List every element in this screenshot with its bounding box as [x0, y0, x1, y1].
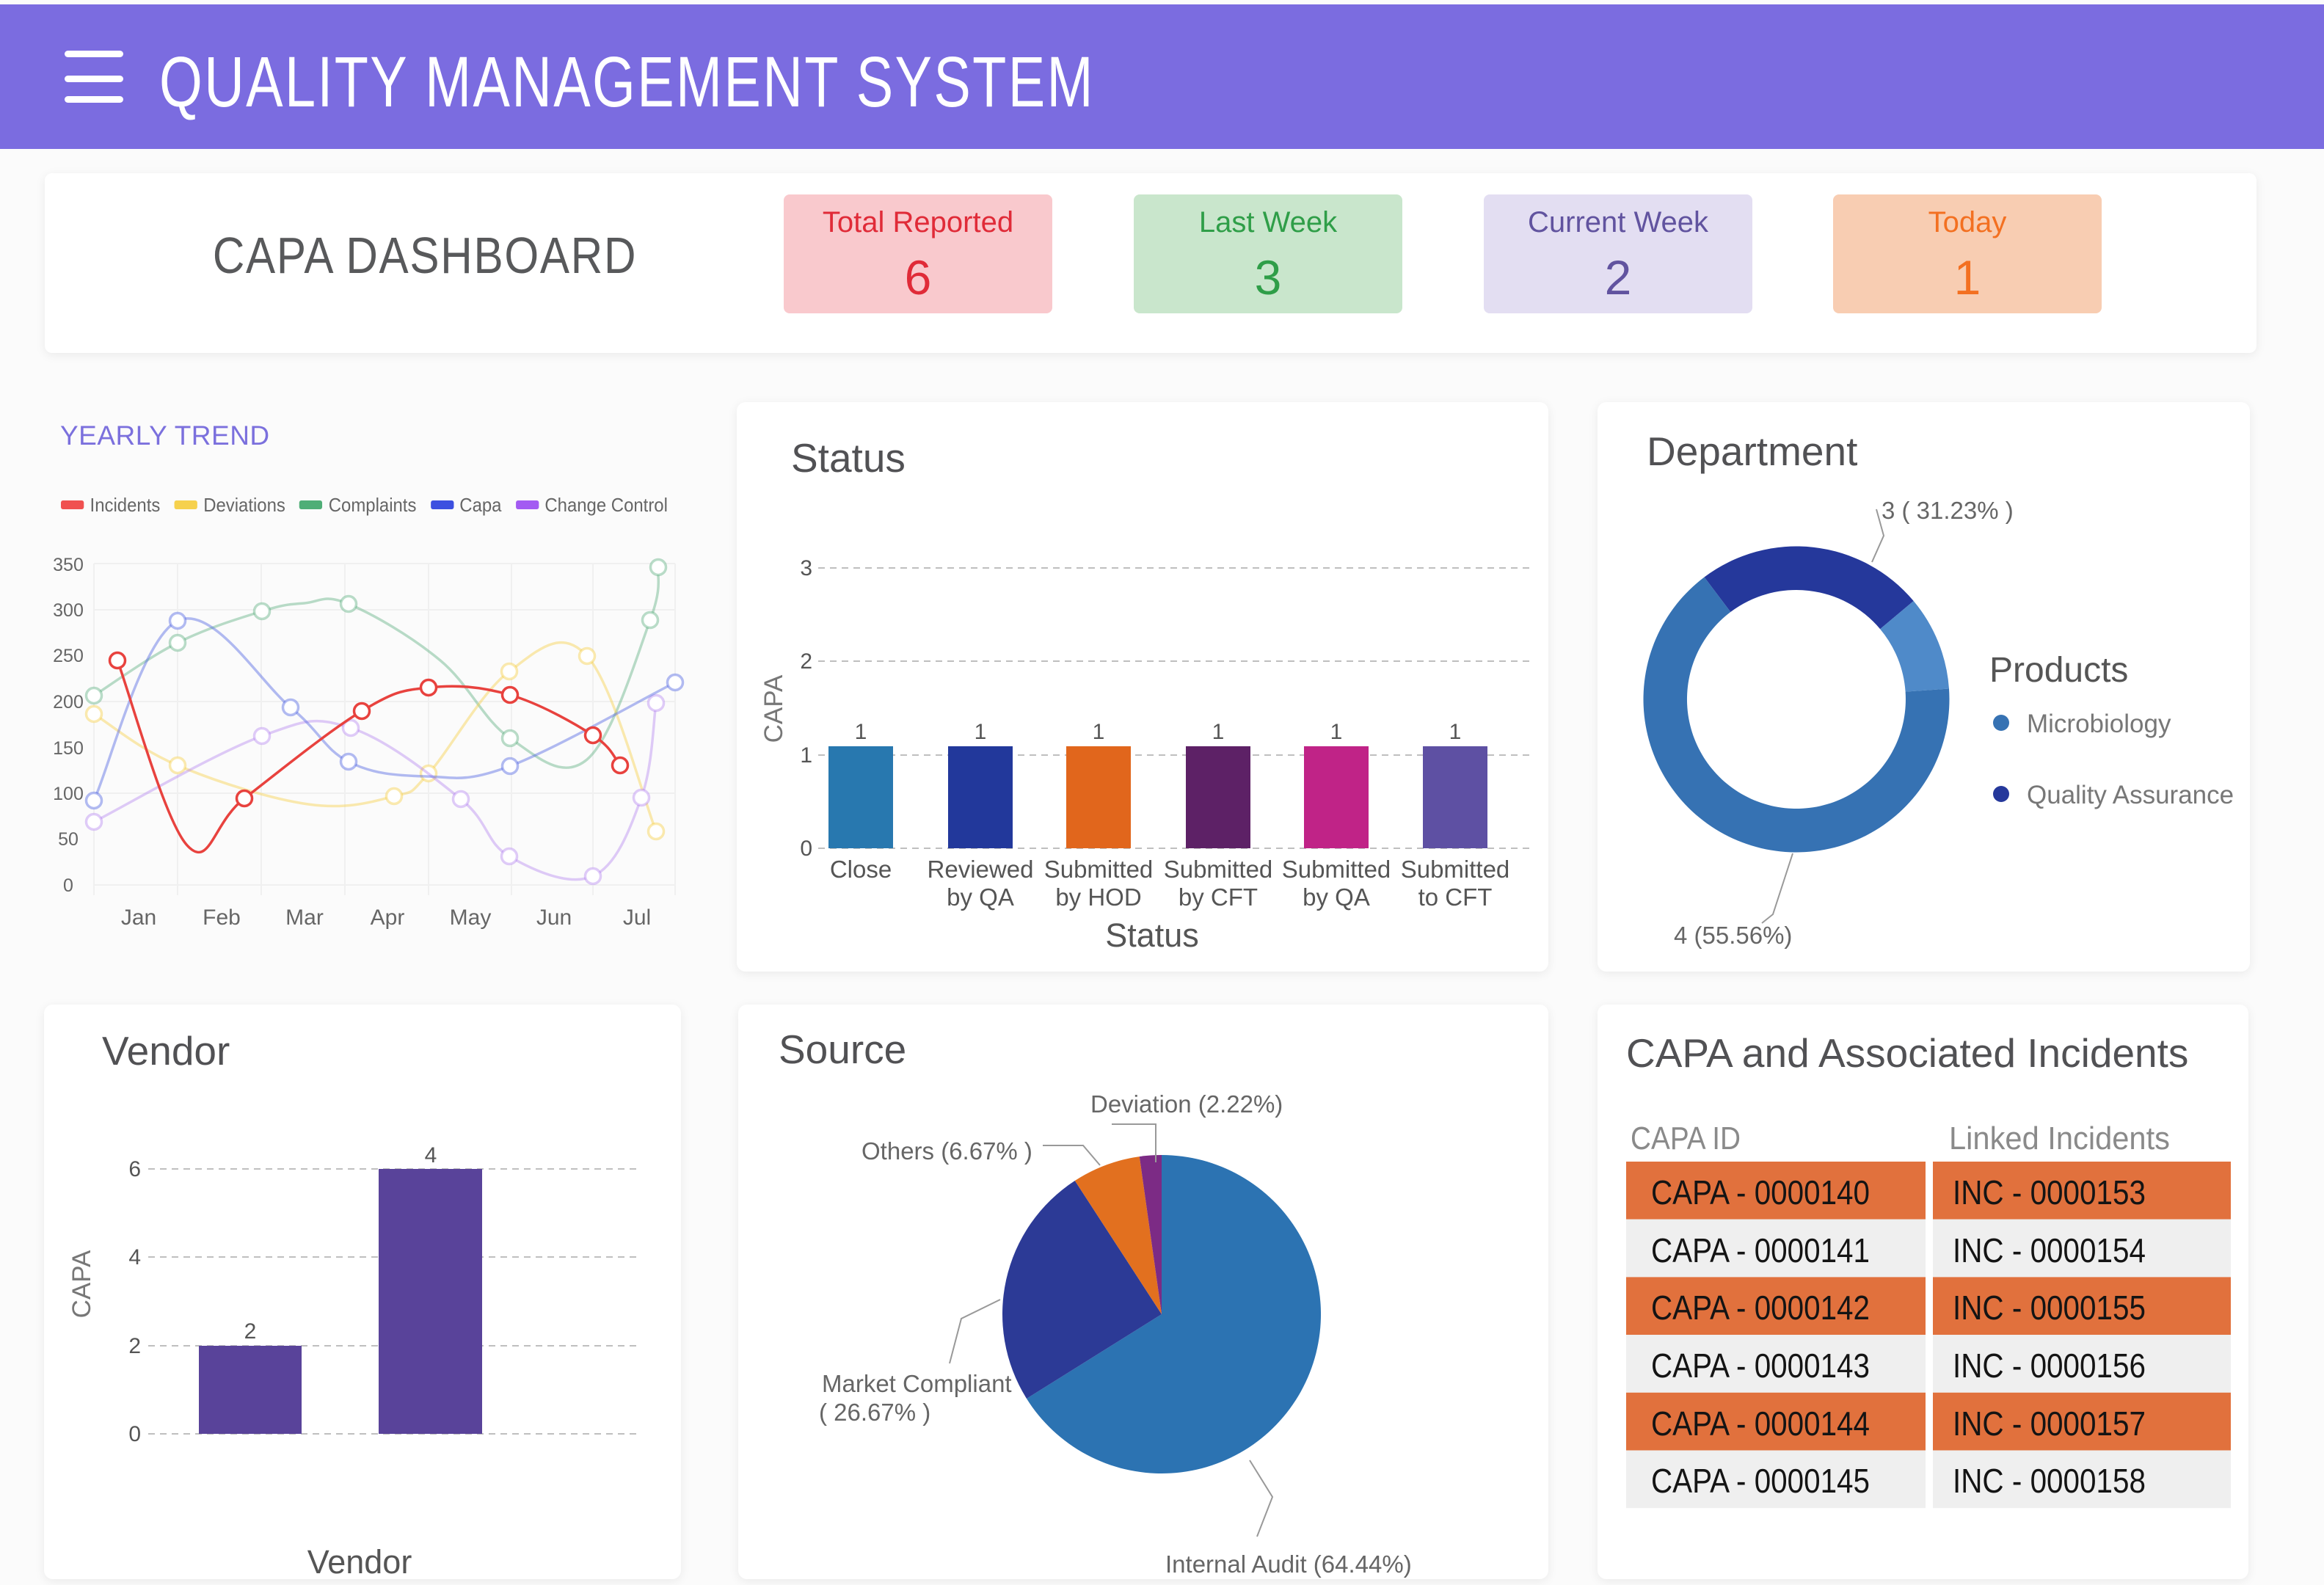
- svg-text:250: 250: [53, 646, 84, 666]
- svg-text:3: 3: [800, 556, 812, 580]
- svg-text:INC - 0000154: INC - 0000154: [1953, 1231, 2146, 1269]
- svg-text:150: 150: [53, 738, 84, 759]
- svg-text:INC - 0000157: INC - 0000157: [1953, 1404, 2146, 1443]
- svg-text:Reviewed: Reviewed: [928, 856, 1034, 883]
- svg-text:0: 0: [128, 1422, 141, 1446]
- svg-text:Submitted: Submitted: [1282, 856, 1391, 883]
- svg-text:1: 1: [1093, 720, 1105, 744]
- svg-text:300: 300: [53, 600, 84, 621]
- svg-text:Submitted: Submitted: [1401, 856, 1510, 883]
- svg-text:Status: Status: [1105, 917, 1199, 954]
- svg-text:0: 0: [800, 837, 812, 861]
- svg-text:Jun: Jun: [536, 906, 572, 930]
- svg-text:200: 200: [53, 692, 84, 713]
- svg-text:Products: Products: [1989, 651, 2128, 690]
- svg-text:2: 2: [244, 1319, 257, 1344]
- svg-text:to CFT: to CFT: [1418, 883, 1493, 911]
- svg-text:INC - 0000153: INC - 0000153: [1953, 1173, 2146, 1211]
- svg-text:Mar: Mar: [285, 906, 324, 930]
- svg-text:1: 1: [855, 720, 867, 744]
- svg-text:Submitted: Submitted: [1164, 856, 1273, 883]
- svg-text:1: 1: [975, 720, 987, 744]
- svg-text:Apr: Apr: [371, 906, 405, 930]
- svg-text:1: 1: [1449, 720, 1462, 744]
- svg-text:Others (6.67% ): Others (6.67% ): [862, 1137, 1032, 1165]
- svg-text:CAPA - 0000140: CAPA - 0000140: [1651, 1173, 1870, 1211]
- svg-text:Feb: Feb: [203, 906, 241, 930]
- svg-text:4: 4: [128, 1245, 141, 1269]
- svg-text:1: 1: [800, 743, 812, 768]
- svg-text:100: 100: [53, 784, 84, 804]
- svg-text:350: 350: [53, 555, 84, 575]
- svg-text:Linked Incidents: Linked Incidents: [1949, 1121, 2170, 1156]
- svg-text:Internal Audit (64.44%): Internal Audit (64.44%): [1165, 1551, 1412, 1578]
- svg-text:INC - 0000156: INC - 0000156: [1953, 1347, 2146, 1385]
- svg-text:Vendor: Vendor: [307, 1543, 412, 1581]
- svg-text:50: 50: [58, 829, 79, 850]
- svg-text:4: 4: [425, 1143, 437, 1167]
- svg-text:CAPA ID: CAPA ID: [1631, 1121, 1741, 1156]
- svg-text:by CFT: by CFT: [1179, 883, 1258, 911]
- svg-text:Quality Assurance: Quality Assurance: [2027, 781, 2234, 809]
- svg-text:by QA: by QA: [1303, 883, 1370, 911]
- svg-text:Submitted: Submitted: [1044, 856, 1154, 883]
- svg-text:Deviation (2.22%): Deviation (2.22%): [1090, 1090, 1283, 1118]
- svg-text:by QA: by QA: [947, 883, 1014, 911]
- svg-text:3 ( 31.23% ): 3 ( 31.23% ): [1882, 497, 2014, 524]
- svg-text:INC - 0000155: INC - 0000155: [1953, 1289, 2146, 1327]
- svg-text:CAPA - 0000144: CAPA - 0000144: [1651, 1404, 1870, 1443]
- svg-text:CAPA - 0000145: CAPA - 0000145: [1651, 1462, 1870, 1500]
- svg-text:0: 0: [63, 875, 73, 896]
- svg-text:CAPA - 0000143: CAPA - 0000143: [1651, 1347, 1870, 1385]
- svg-text:Jan: Jan: [121, 906, 156, 930]
- svg-text:CAPA - 0000142: CAPA - 0000142: [1651, 1289, 1870, 1327]
- svg-text:Close: Close: [830, 856, 892, 883]
- svg-text:( 26.67% ): ( 26.67% ): [819, 1399, 930, 1426]
- svg-text:1: 1: [1212, 720, 1225, 744]
- svg-text:by HOD: by HOD: [1055, 883, 1141, 911]
- svg-text:2: 2: [128, 1334, 141, 1358]
- svg-text:4 (55.56%): 4 (55.56%): [1674, 922, 1792, 949]
- svg-text:CAPA: CAPA: [68, 1250, 96, 1318]
- svg-text:Microbiology: Microbiology: [2027, 710, 2171, 738]
- svg-text:1: 1: [1330, 720, 1343, 744]
- svg-text:Market Compliant: Market Compliant: [822, 1370, 1012, 1397]
- svg-text:6: 6: [128, 1157, 141, 1181]
- svg-text:Jul: Jul: [623, 906, 651, 930]
- svg-text:CAPA: CAPA: [760, 674, 788, 743]
- svg-text:CAPA - 0000141: CAPA - 0000141: [1651, 1231, 1870, 1269]
- svg-text:2: 2: [800, 649, 812, 674]
- svg-text:May: May: [450, 906, 492, 930]
- svg-text:INC - 0000158: INC - 0000158: [1953, 1462, 2146, 1500]
